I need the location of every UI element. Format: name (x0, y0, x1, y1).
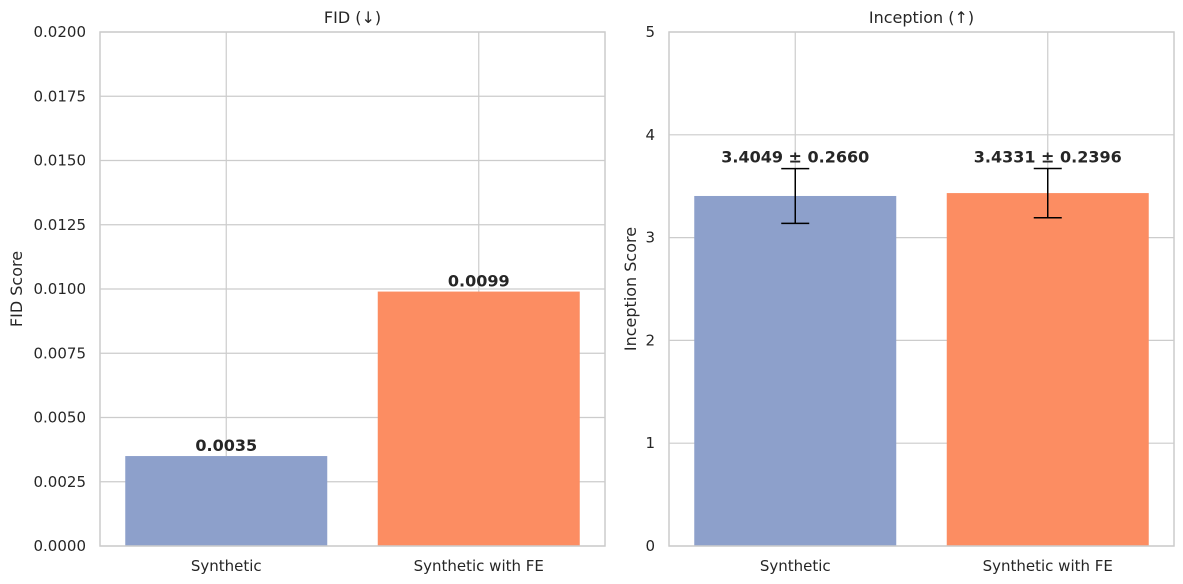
data-label: 3.4331 ± 0.2396 (974, 147, 1122, 166)
y-axis-label: FID Score (7, 251, 26, 327)
chart-title: FID (↓) (324, 8, 381, 27)
bar-synthetic-with-fe (946, 193, 1149, 546)
y-tick-label: 5 (645, 23, 655, 41)
data-label: 0.0099 (448, 272, 510, 291)
y-axis-label: Inception Score (621, 227, 640, 351)
y-tick-label: 1 (645, 434, 655, 452)
chart-title: Inception (↑) (869, 8, 974, 27)
y-tick-label: 3 (645, 229, 655, 247)
x-tick-label: Synthetic with FE (983, 557, 1113, 575)
y-tick-label: 0.0150 (34, 152, 87, 170)
x-tick-label: Synthetic (760, 557, 831, 575)
data-label: 3.4049 ± 0.2660 (721, 148, 869, 167)
bar-synthetic (125, 456, 328, 546)
x-tick-label: Synthetic with FE (414, 557, 544, 575)
y-tick-label: 0.0175 (34, 87, 87, 105)
y-tick-label: 0.0075 (34, 344, 87, 362)
y-tick-label: 0.0200 (34, 23, 87, 41)
data-label: 0.0035 (195, 436, 257, 455)
y-tick-label: 0.0000 (34, 537, 87, 555)
plot-frame (668, 31, 1175, 547)
x-tick-label: Synthetic (191, 557, 262, 575)
bar-synthetic-with-fe (377, 291, 580, 546)
y-tick-label: 2 (645, 331, 655, 349)
y-tick-label: 4 (645, 126, 655, 144)
y-tick-label: 0.0125 (34, 216, 87, 234)
y-tick-label: 0 (645, 537, 655, 555)
y-tick-label: 0.0050 (34, 409, 87, 427)
y-tick-label: 0.0100 (34, 280, 87, 298)
bar-synthetic (694, 195, 897, 547)
plot-frame (99, 31, 606, 547)
y-tick-label: 0.0025 (34, 473, 87, 491)
